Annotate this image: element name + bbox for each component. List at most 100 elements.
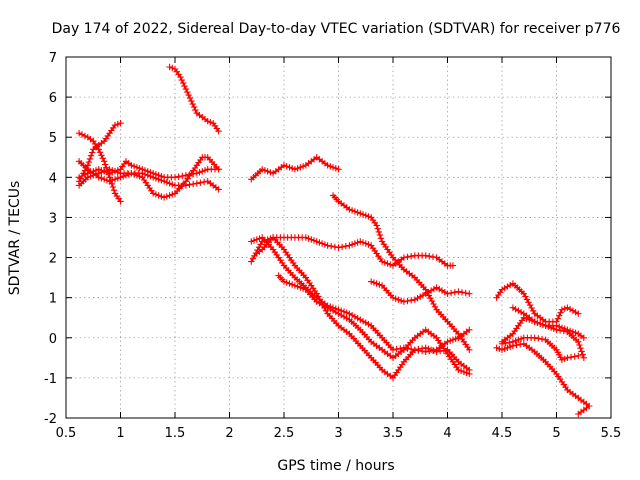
data-point (321, 241, 329, 248)
data-point (329, 164, 337, 171)
data-point (378, 258, 386, 265)
data-point (517, 309, 525, 316)
data-point (128, 162, 135, 169)
data-point (87, 173, 94, 180)
data-point (179, 172, 186, 180)
series-layer (75, 63, 593, 418)
data-point (526, 301, 534, 309)
data-point (324, 242, 331, 249)
data-point (513, 341, 520, 349)
data-point (427, 346, 435, 353)
data-point (538, 335, 546, 343)
data-point (291, 166, 299, 173)
series-line (168, 66, 220, 132)
data-point (133, 172, 141, 179)
data-point (152, 191, 160, 198)
y-tick-label: 0 (49, 332, 57, 347)
y-tick-label: 6 (49, 91, 57, 106)
chart-title: Day 174 of 2022, Sidereal Day-to-day VTE… (52, 21, 621, 37)
y-tick-label: -1 (44, 372, 57, 387)
data-point (506, 339, 513, 346)
data-point (166, 63, 173, 71)
data-point (329, 307, 337, 314)
data-point (348, 241, 356, 248)
data-point (130, 171, 138, 178)
data-point (550, 325, 557, 332)
x-tick-label: 2 (225, 426, 233, 441)
data-point (318, 240, 326, 247)
data-point (365, 213, 372, 220)
data-point (554, 315, 562, 322)
data-point (338, 312, 345, 319)
data-point (99, 155, 106, 162)
data-point (418, 345, 426, 352)
data-point (354, 239, 361, 246)
y-axis-label: SDTVAR / TECUs (7, 181, 23, 296)
data-point (553, 322, 560, 329)
data-point (324, 304, 331, 311)
data-point (98, 152, 105, 159)
data-point (509, 338, 517, 345)
data-point (259, 166, 266, 173)
data-point (184, 88, 191, 96)
data-point (569, 307, 577, 314)
data-point (525, 299, 532, 306)
data-point (204, 118, 211, 125)
data-point (130, 163, 138, 170)
data-point (248, 238, 255, 245)
series-track-4 (75, 130, 124, 205)
data-point (139, 166, 146, 173)
y-axis: -2 -1 0 1 2 3 4 5 6 7 (44, 51, 611, 427)
data-point (368, 278, 375, 285)
data-point (299, 285, 307, 292)
data-point (283, 163, 290, 170)
data-point (335, 166, 342, 173)
data-point (114, 175, 121, 182)
data-point (102, 161, 109, 168)
data-point (572, 329, 579, 336)
data-point (185, 91, 192, 99)
data-point (346, 310, 353, 317)
data-point (178, 76, 185, 84)
data-point (431, 303, 439, 310)
data-point (85, 158, 93, 166)
data-point (430, 285, 438, 293)
data-point (267, 169, 274, 176)
data-point (133, 164, 141, 171)
x-tick-label: 1.5 (165, 426, 186, 441)
data-point (522, 293, 529, 300)
x-tick-label: 5 (552, 426, 560, 441)
data-point (397, 345, 404, 352)
data-point (346, 206, 353, 213)
data-point (96, 149, 104, 156)
data-point (328, 243, 335, 250)
data-point (571, 353, 578, 360)
data-point (196, 169, 203, 176)
data-point (359, 211, 367, 218)
data-point (280, 162, 288, 169)
data-point (84, 174, 91, 181)
data-point (201, 167, 209, 174)
series-track-17 (498, 334, 582, 363)
data-point (558, 356, 566, 363)
data-point (362, 212, 369, 219)
data-point (106, 174, 113, 181)
data-point (114, 121, 121, 128)
data-point (375, 228, 382, 236)
data-point (182, 85, 190, 93)
data-point (537, 320, 544, 327)
data-point (155, 192, 162, 199)
x-tick-label: 3.5 (383, 426, 404, 441)
data-point (404, 297, 411, 305)
data-point (215, 186, 222, 193)
data-point (180, 79, 187, 87)
data-point (393, 345, 400, 353)
data-point (422, 344, 429, 351)
data-point (429, 253, 437, 261)
data-point (107, 177, 114, 184)
data-point (90, 172, 97, 179)
data-point (501, 284, 508, 292)
data-point (558, 306, 566, 313)
data-point (186, 94, 194, 102)
data-point (155, 172, 162, 179)
